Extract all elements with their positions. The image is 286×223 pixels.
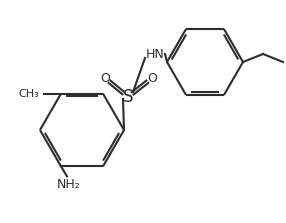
Text: O: O: [147, 72, 157, 85]
Text: HN: HN: [146, 48, 164, 62]
Text: O: O: [100, 72, 110, 85]
Text: S: S: [123, 88, 133, 106]
Text: CH₃: CH₃: [18, 89, 39, 99]
Text: NH₂: NH₂: [57, 178, 81, 191]
